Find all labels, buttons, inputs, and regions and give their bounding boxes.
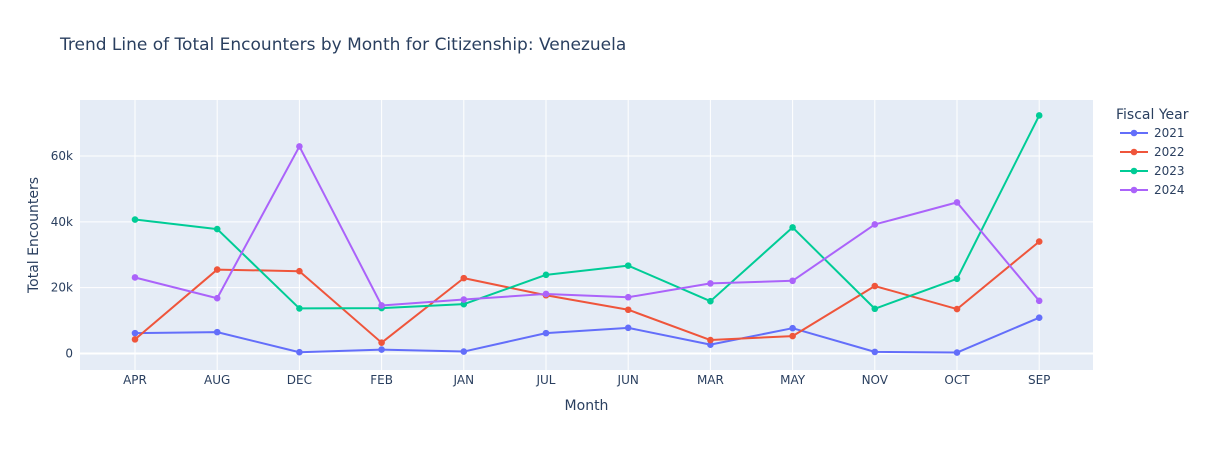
data-point — [1035, 297, 1043, 305]
series-line — [134, 115, 1041, 310]
chart-title: Trend Line of Total Encounters by Month … — [59, 35, 626, 55]
legend-item-2021[interactable]: 2021 — [1120, 126, 1185, 140]
data-point — [1035, 314, 1043, 321]
series-2021 — [131, 314, 1043, 356]
legend: Fiscal Year 2021 2022 2023 2024 — [1116, 107, 1189, 197]
x-tick-label: DEC — [287, 373, 312, 387]
data-point — [953, 305, 961, 313]
data-point — [213, 225, 221, 233]
data-point — [131, 329, 139, 337]
series-2024 — [131, 143, 1043, 309]
series-2023 — [131, 112, 1043, 313]
x-tick-label: MAR — [697, 373, 724, 387]
data-point — [542, 290, 550, 298]
data-point — [871, 348, 879, 356]
data-point — [1035, 112, 1043, 119]
data-point — [953, 275, 961, 283]
legend-label: 2024 — [1154, 183, 1185, 197]
series-line — [134, 145, 1040, 307]
legend-marker — [1130, 167, 1138, 175]
x-axis-ticks: APR AUG DEC FEB JAN JUL JUN MAR MAY NOV OCT SEP — [123, 373, 1050, 387]
data-point — [213, 294, 221, 302]
data-point — [296, 348, 303, 356]
x-tick-label: MAY — [780, 373, 806, 387]
x-tick-label: FEB — [370, 373, 393, 387]
data-point — [624, 293, 632, 301]
data-point — [460, 348, 468, 355]
data-point — [789, 277, 796, 285]
data-point — [131, 336, 139, 343]
legend-marker — [1130, 186, 1138, 194]
data-point — [460, 296, 468, 303]
data-point — [789, 224, 796, 231]
x-axis-title: Month — [565, 398, 609, 414]
data-point — [542, 329, 550, 337]
legend-marker — [1130, 129, 1138, 137]
grid — [80, 100, 1093, 370]
data-point — [707, 297, 714, 305]
data-point — [213, 266, 221, 273]
x-tick-label: JUL — [535, 373, 555, 387]
y-tick-label: 0 — [65, 347, 73, 361]
data-point — [624, 324, 632, 332]
data-point — [871, 282, 879, 290]
x-tick-label: AUG — [204, 373, 230, 387]
data-point — [953, 199, 961, 206]
y-tick-label: 20k — [51, 281, 73, 295]
data-point — [378, 346, 385, 353]
legend-label: 2023 — [1154, 164, 1185, 178]
y-axis-ticks: 0 20k 40k 60k — [51, 149, 73, 361]
data-point — [707, 341, 714, 348]
data-point — [131, 274, 139, 281]
legend-label: 2021 — [1154, 126, 1185, 140]
y-tick-label: 60k — [51, 149, 73, 163]
x-tick-label: APR — [123, 373, 147, 387]
data-point — [1035, 238, 1043, 245]
data-point — [871, 221, 879, 228]
series-line — [134, 240, 1040, 344]
series-line — [134, 316, 1040, 354]
data-point — [707, 336, 714, 344]
data-point — [460, 274, 468, 282]
y-axis-title: Total Encounters — [26, 177, 42, 294]
data-point — [789, 332, 796, 340]
x-tick-label: SEP — [1028, 373, 1050, 387]
data-point — [378, 339, 385, 346]
legend-item-2023[interactable]: 2023 — [1120, 164, 1185, 178]
plot-area — [80, 100, 1093, 370]
data-point — [871, 305, 879, 313]
data-point — [789, 324, 796, 332]
data-point — [460, 300, 468, 308]
data-point — [296, 305, 303, 312]
data-point — [624, 306, 632, 314]
data-point — [953, 349, 961, 356]
data-point — [378, 302, 385, 309]
legend-title: Fiscal Year — [1116, 107, 1189, 123]
x-tick-label: OCT — [944, 373, 970, 387]
legend-item-2022[interactable]: 2022 — [1120, 145, 1185, 159]
series-layer — [131, 112, 1043, 356]
legend-label: 2022 — [1154, 145, 1185, 159]
x-tick-label: NOV — [862, 373, 889, 387]
x-tick-label: JAN — [453, 373, 475, 387]
data-point — [542, 271, 550, 279]
y-tick-label: 40k — [51, 215, 73, 229]
data-point — [707, 280, 714, 287]
data-point — [296, 267, 303, 275]
legend-marker — [1130, 148, 1138, 156]
legend-item-2024[interactable]: 2024 — [1120, 183, 1185, 197]
data-point — [213, 328, 221, 336]
x-tick-label: JUN — [617, 373, 639, 387]
data-point — [296, 143, 303, 150]
data-point — [624, 262, 632, 269]
data-point — [131, 216, 139, 223]
